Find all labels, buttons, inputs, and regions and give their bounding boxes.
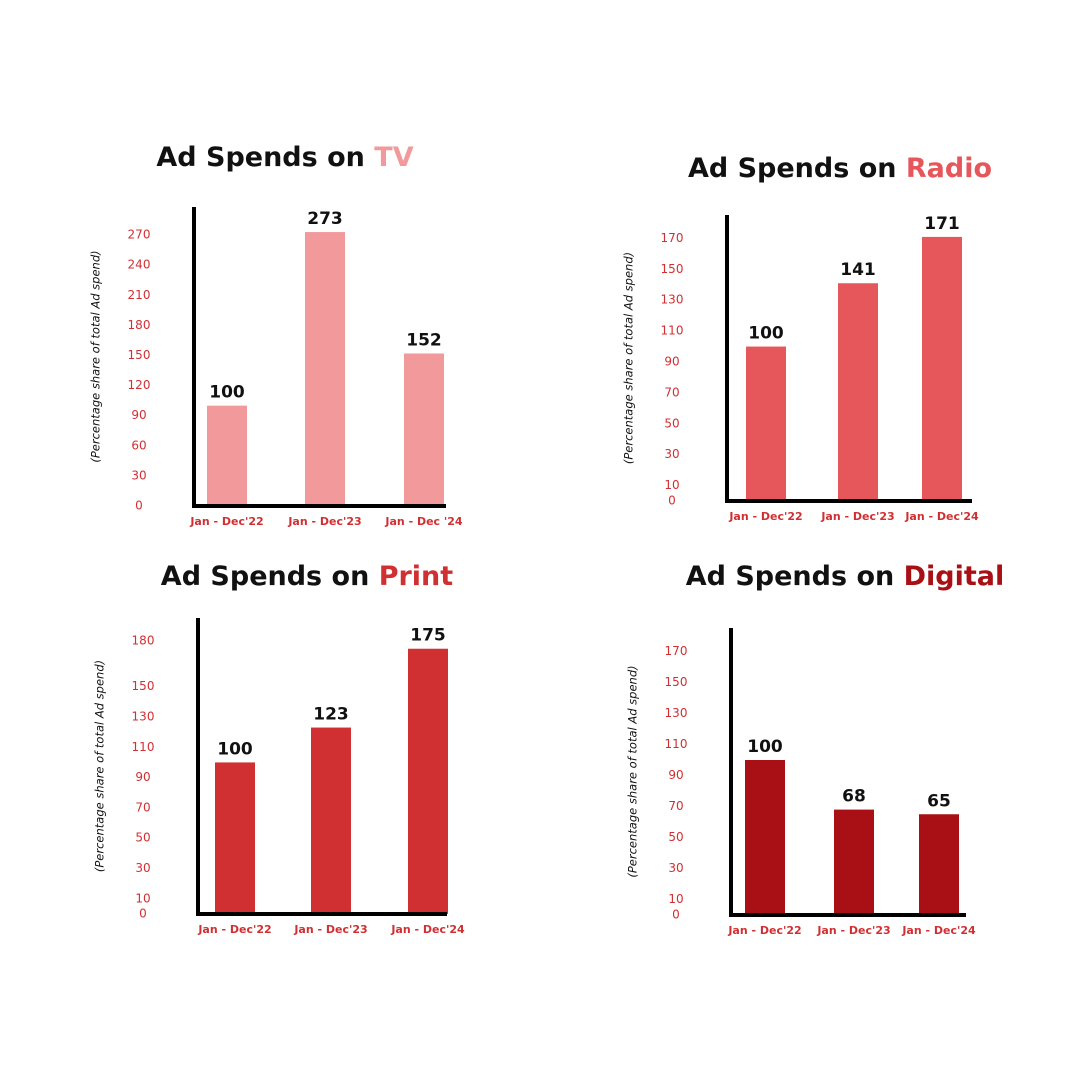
y-tick-label: 0 [139, 907, 147, 921]
bar [207, 405, 247, 506]
y-axis-label: (Percentage share of total Ad spend) [93, 660, 107, 872]
value-label: 141 [840, 260, 876, 280]
title-text: Ad Spends on [686, 561, 895, 592]
y-tick-label: 30 [668, 861, 683, 875]
value-label: 273 [307, 209, 343, 229]
y-tick-label: 270 [128, 228, 151, 242]
y-tick-label: 170 [661, 231, 684, 245]
y-tick-label: 170 [665, 644, 688, 658]
y-tick-label: 110 [665, 737, 688, 751]
value-label: 171 [924, 214, 960, 234]
y-tick-label: 0 [135, 499, 143, 513]
x-tick-label: Jan - Dec'23 [287, 515, 361, 528]
y-tick-label: 70 [664, 385, 679, 399]
chart-title: Ad Spends on Digital [686, 561, 1005, 592]
y-axis-label: (Percentage share of total Ad spend) [622, 252, 636, 464]
value-label: 175 [410, 626, 446, 646]
title-text: Ad Spends on [688, 153, 897, 184]
y-tick-label: 240 [128, 258, 151, 272]
bar [919, 814, 959, 915]
value-label: 100 [748, 324, 784, 344]
y-tick-label: 130 [665, 706, 688, 720]
bar [745, 760, 785, 915]
x-tick-label: Jan - Dec'22 [727, 924, 801, 937]
y-tick-label: 90 [131, 408, 146, 422]
y-tick-label: 30 [135, 861, 150, 875]
y-tick-label: 150 [661, 262, 684, 276]
y-tick-label: 10 [135, 891, 150, 905]
y-tick-label: 10 [664, 478, 679, 492]
y-axis-label: (Percentage share of total Ad spend) [89, 250, 103, 462]
y-tick-label: 30 [664, 447, 679, 461]
y-tick-label: 50 [135, 831, 150, 845]
y-tick-label: 10 [668, 892, 683, 906]
value-label: 100 [747, 737, 783, 757]
x-tick-label: Jan - Dec'23 [820, 510, 894, 523]
x-tick-label: Jan - Dec'24 [390, 923, 465, 936]
x-tick-label: Jan - Dec'24 [904, 510, 979, 523]
y-tick-label: 90 [135, 770, 150, 784]
x-tick-label: Jan - Dec'22 [728, 510, 802, 523]
y-tick-label: 50 [668, 830, 683, 844]
bar [838, 283, 878, 501]
y-tick-label: 180 [128, 318, 151, 332]
bar [922, 236, 962, 501]
y-tick-label: 0 [672, 908, 680, 922]
y-tick-label: 150 [665, 675, 688, 689]
y-tick-label: 90 [668, 768, 683, 782]
bar [746, 346, 786, 501]
y-tick-label: 70 [135, 800, 150, 814]
y-tick-label: 110 [661, 324, 684, 338]
y-axis-label: (Percentage share of total Ad spend) [626, 665, 640, 877]
x-tick-label: Jan - Dec'22 [189, 515, 263, 528]
x-tick-label: Jan - Dec'23 [816, 924, 890, 937]
y-tick-label: 130 [132, 709, 155, 723]
title-text: Ad Spends on [156, 142, 365, 173]
x-tick-label: Jan - Dec'22 [197, 923, 271, 936]
bar [215, 762, 255, 914]
y-tick-label: 70 [668, 799, 683, 813]
value-label: 100 [209, 383, 245, 403]
title-subject: Print [379, 561, 454, 592]
chart-title: Ad Spends on Print [161, 561, 453, 592]
y-tick-label: 110 [132, 740, 155, 754]
y-tick-label: 50 [664, 416, 679, 430]
title-subject: TV [374, 142, 413, 173]
y-tick-label: 180 [132, 634, 155, 648]
title-subject: Digital [904, 561, 1005, 592]
x-tick-label: Jan - Dec'23 [293, 923, 367, 936]
y-tick-label: 30 [131, 468, 146, 482]
title-text: Ad Spends on [161, 561, 370, 592]
x-tick-label: Jan - Dec '24 [384, 515, 463, 528]
bar [311, 727, 351, 914]
value-label: 100 [217, 739, 253, 759]
value-label: 152 [406, 330, 442, 350]
y-tick-label: 130 [661, 293, 684, 307]
y-tick-label: 210 [128, 288, 151, 302]
y-tick-label: 0 [668, 494, 676, 508]
value-label: 123 [313, 705, 349, 725]
y-tick-label: 120 [128, 378, 151, 392]
bar [305, 232, 345, 506]
value-label: 65 [927, 791, 951, 811]
title-subject: Radio [906, 153, 992, 184]
y-tick-label: 150 [132, 679, 155, 693]
chart-title: Ad Spends on TV [156, 142, 413, 173]
chart-title: Ad Spends on Radio [688, 153, 992, 184]
bar [834, 809, 874, 915]
bar [408, 648, 448, 914]
y-tick-label: 90 [664, 355, 679, 369]
x-tick-label: Jan - Dec'24 [901, 924, 976, 937]
y-tick-label: 60 [131, 438, 146, 452]
bar [404, 353, 444, 506]
y-tick-label: 150 [128, 348, 151, 362]
value-label: 68 [842, 787, 866, 807]
